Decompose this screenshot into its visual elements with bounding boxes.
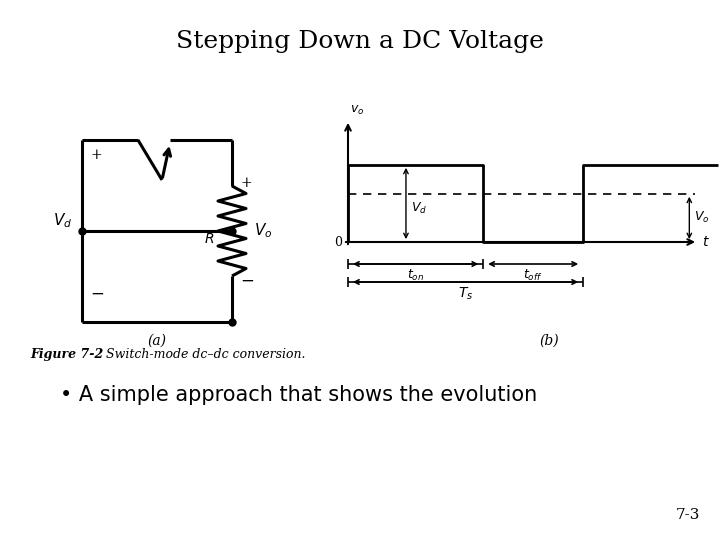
Text: $v_o$: $v_o$ xyxy=(350,104,364,117)
Text: • A simple approach that shows the evolution: • A simple approach that shows the evolu… xyxy=(60,385,537,405)
Text: −: − xyxy=(240,273,254,289)
Text: Stepping Down a DC Voltage: Stepping Down a DC Voltage xyxy=(176,30,544,53)
Text: $R$: $R$ xyxy=(204,232,214,246)
Text: $t$: $t$ xyxy=(702,235,710,249)
Text: +: + xyxy=(240,176,251,190)
Text: $t_{on}$: $t_{on}$ xyxy=(407,268,424,283)
Text: $V_d$: $V_d$ xyxy=(53,212,72,231)
Text: Switch-mode dc–dc conversion.: Switch-mode dc–dc conversion. xyxy=(94,348,305,361)
Text: $t_{off}$: $t_{off}$ xyxy=(523,268,543,283)
Text: $V_d$: $V_d$ xyxy=(411,201,427,216)
Text: $V_o$: $V_o$ xyxy=(694,211,710,226)
Text: +: + xyxy=(90,148,102,162)
Text: 7-3: 7-3 xyxy=(675,508,700,522)
Text: −: − xyxy=(90,286,104,302)
Text: $T_s$: $T_s$ xyxy=(458,286,473,302)
Text: Figure 7-2: Figure 7-2 xyxy=(30,348,103,361)
Text: 0: 0 xyxy=(334,235,342,248)
Text: $V_o$: $V_o$ xyxy=(254,221,272,240)
Text: (b): (b) xyxy=(539,334,559,348)
Text: (a): (a) xyxy=(148,334,166,348)
